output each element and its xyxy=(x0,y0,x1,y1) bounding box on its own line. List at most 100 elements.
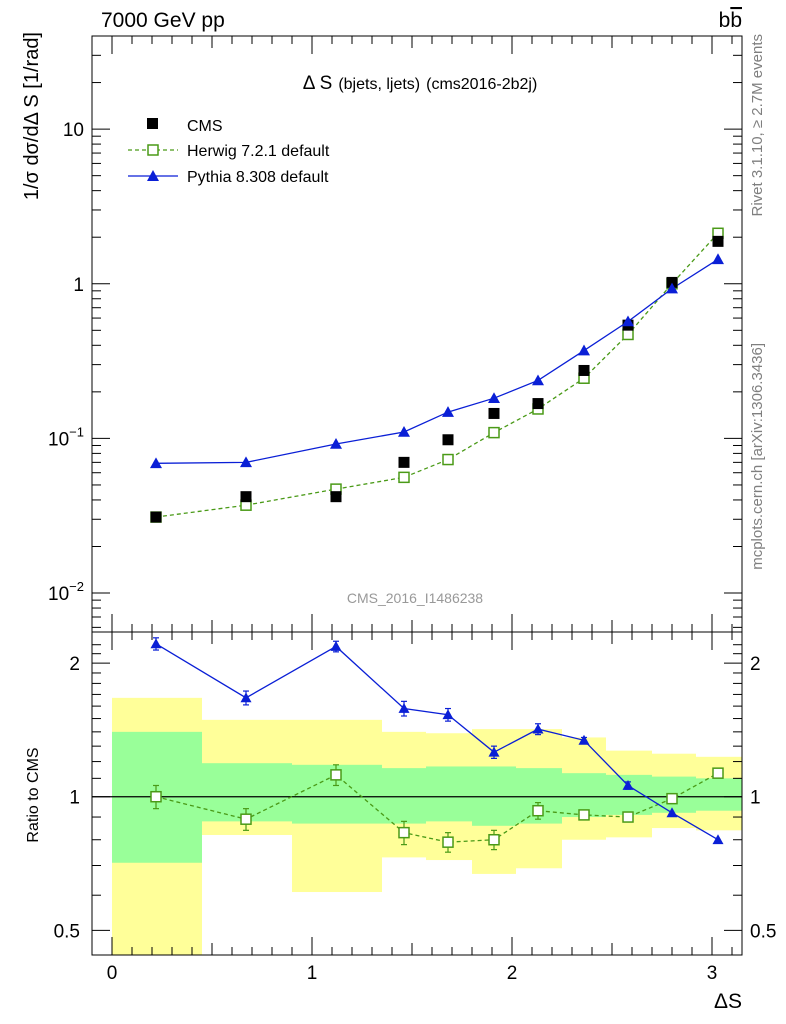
herwig-ratio-point xyxy=(712,767,724,779)
ratio-y-tick-label-left: 0.5 xyxy=(54,921,80,942)
axes-frames xyxy=(91,35,743,956)
cms-data-point xyxy=(666,276,678,288)
band-inner-bin xyxy=(382,768,426,824)
herwig-main-point xyxy=(488,426,500,439)
herwig-main-point xyxy=(442,453,454,466)
pythia-main-point xyxy=(442,406,454,417)
pythia-main-point xyxy=(666,282,678,294)
main-y-tick-label: 10−2 xyxy=(48,579,84,605)
header-process-label: bb xyxy=(719,9,742,32)
legend-entry-cms: CMS xyxy=(147,118,223,135)
herwig-ratio-point xyxy=(666,792,678,805)
herwig-ratio-point xyxy=(442,836,454,848)
band-inner-bin xyxy=(696,778,742,811)
main-y-tick-base: 10 xyxy=(63,120,84,141)
band-inner-bin xyxy=(202,763,292,822)
cms-data-point xyxy=(240,491,252,503)
pythia-main-point xyxy=(622,315,634,327)
pythia-ratio-point xyxy=(442,709,454,720)
main-y-tick-base: 10 xyxy=(48,429,69,450)
pythia-main-line xyxy=(155,258,719,464)
uncertainty-bands xyxy=(112,697,742,955)
plot-title-tag: (cms2016-2b2j) xyxy=(426,76,537,93)
x-tick-label: 2 xyxy=(507,963,518,984)
pythia-ratio-point xyxy=(622,779,634,790)
x-tick-label: 0 xyxy=(107,963,118,984)
pythia-ratio-point xyxy=(532,723,544,734)
band-inner-bin xyxy=(606,774,652,815)
pythia-main-point xyxy=(330,438,342,449)
pythia-ratio-point xyxy=(666,807,678,818)
cms-data-point xyxy=(442,434,454,446)
watermark-analysis-id: CMS_2016_I1486238 xyxy=(347,590,483,606)
cms-data-point xyxy=(532,398,544,410)
pythia-main-point xyxy=(240,456,252,468)
pythia-main-point xyxy=(578,344,590,356)
axis-ticks xyxy=(92,35,742,955)
ratio-y-tick-label-right: 1 xyxy=(750,788,761,809)
herwig-ratio-point xyxy=(240,813,252,825)
mcplots-citation-label: mcplots.cern.ch [arXiv:1306.3436] xyxy=(749,343,766,570)
herwig-ratio-point xyxy=(398,826,410,839)
main-y-tick-base: 1 xyxy=(73,275,84,296)
series-markers xyxy=(150,227,724,848)
legend-entry-herwig: Herwig 7.2.1 default xyxy=(128,143,330,160)
pythia-ratio-point xyxy=(578,734,590,745)
pythia-ratio-point xyxy=(712,834,724,845)
herwig-ratio-point xyxy=(532,804,544,817)
legend-herwig-marker xyxy=(147,144,159,156)
ratio-y-tick-label-right: 2 xyxy=(750,654,761,675)
ratio-y-axis-label: Ratio to CMS xyxy=(25,747,42,842)
herwig-main-point xyxy=(622,328,634,341)
ratio-y-tick-label-left: 1 xyxy=(69,788,80,809)
pythia-ratio-point xyxy=(398,703,410,713)
plot-title-main: Δ S xyxy=(303,73,333,94)
band-inner-bin xyxy=(426,766,472,822)
herwig-main-line xyxy=(155,232,719,518)
main-y-tick-exponent: −2 xyxy=(69,579,84,594)
cms-data-point xyxy=(578,364,590,376)
header-process-bbar: b xyxy=(730,9,742,32)
header-process-b: b xyxy=(719,9,731,32)
herwig-ratio-point xyxy=(622,811,634,823)
x-tick-label: 3 xyxy=(707,963,718,984)
cms-data-point xyxy=(398,456,410,468)
pythia-main-point xyxy=(488,392,500,403)
herwig-ratio-point xyxy=(488,833,500,846)
pythia-main-point xyxy=(712,253,724,265)
legend-pythia-marker xyxy=(147,170,159,181)
pythia-ratio-point xyxy=(240,692,252,703)
legend-entry-pythia: Pythia 8.308 default xyxy=(128,169,329,186)
pythia-main-point xyxy=(398,426,410,437)
cms-data-point xyxy=(330,491,342,503)
legend-cms-label: CMS xyxy=(187,118,223,135)
legend-cms-marker xyxy=(147,118,158,129)
plot-title-detail: (bjets, ljets) xyxy=(338,76,420,93)
x-tick-label: 1 xyxy=(307,963,318,984)
herwig-main-point xyxy=(398,471,410,484)
pythia-main-point xyxy=(150,457,162,469)
ratio-y-tick-label-left: 2 xyxy=(69,654,80,675)
cms-data-point xyxy=(150,511,162,523)
pythia-ratio-point xyxy=(330,640,342,651)
pythia-main-point xyxy=(532,374,544,386)
herwig-ratio-point xyxy=(330,769,342,781)
legend: CMS Herwig 7.2.1 default Pythia 8.308 de… xyxy=(128,118,330,186)
ratio-y-tick-label-right: 0.5 xyxy=(750,921,776,942)
legend-pythia-label: Pythia 8.308 default xyxy=(187,169,329,186)
rivet-version-label: Rivet 3.1.10, ≥ 2.7M events xyxy=(749,34,766,217)
legend-herwig-label: Herwig 7.2.1 default xyxy=(187,143,330,160)
main-y-tick-label: 1 xyxy=(73,275,84,296)
herwig-ratio-point xyxy=(578,809,590,821)
main-y-axis-label: 1/σ dσ/dΔ S [1/rad] xyxy=(21,32,43,200)
plot-title: Δ S (bjets, ljets) (cms2016-2b2j) xyxy=(303,73,538,94)
cms-data-point xyxy=(488,407,500,419)
ratio-panel-frame xyxy=(91,631,743,956)
main-y-tick-label: 10−1 xyxy=(48,424,84,450)
x-axis-label: ΔS xyxy=(714,990,742,1013)
pythia-ratio-point xyxy=(150,638,162,649)
main-y-tick-exponent: −1 xyxy=(69,424,84,439)
main-y-tick-base: 10 xyxy=(48,584,69,605)
header-energy-label: 7000 GeV pp xyxy=(101,9,225,32)
